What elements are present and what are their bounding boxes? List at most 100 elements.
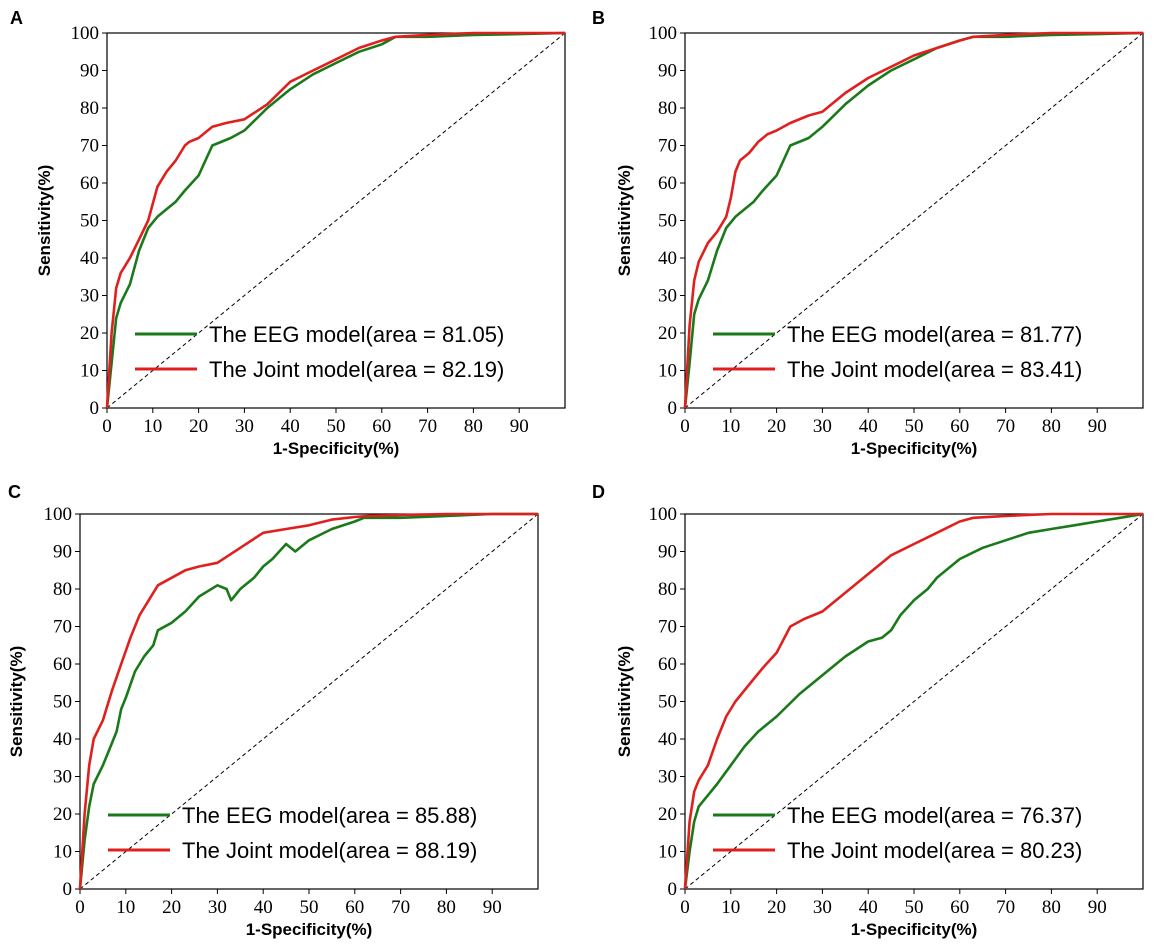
y-tick-label: 10 <box>53 842 72 863</box>
x-tick-label: 0 <box>102 416 112 437</box>
y-tick-label: 60 <box>658 654 677 675</box>
x-tick-label: 60 <box>950 897 969 918</box>
x-tick-label: 90 <box>1088 416 1107 437</box>
chart-panel-c: C 0 10 20 30 40 50 60 70 80 90 100 0 10 20 30 40 50 60 70 80… <box>7 482 539 939</box>
series-line-eeg <box>683 512 1144 890</box>
y-tick-label: 40 <box>658 729 677 750</box>
y-tick-label: 100 <box>649 23 678 44</box>
y-tick-label: 20 <box>658 323 677 344</box>
y-tick-label: 20 <box>53 804 72 825</box>
chance-diagonal-line <box>106 32 566 409</box>
y-tick-label: 70 <box>658 617 677 638</box>
legend-label-eeg: The EEG model(area = 76.37) <box>787 803 1082 828</box>
x-axis-title: 1-Specificity(%) <box>273 439 400 458</box>
x-tick-label: 80 <box>464 416 483 437</box>
chart-panel-a: A 0 10 20 30 40 50 60 70 80 90 100 0 10 20 30 40 50 60 70 80… <box>10 8 566 458</box>
x-tick-label: 80 <box>437 897 456 918</box>
y-tick-label: 100 <box>649 504 678 525</box>
y-tick-label: 90 <box>658 542 677 563</box>
y-tick-label: 100 <box>71 23 100 44</box>
chance-diagonal-line <box>684 32 1144 409</box>
x-tick-label: 0 <box>680 897 690 918</box>
x-tick-label: 40 <box>254 897 273 918</box>
chart-panel-b: B 0 10 20 30 40 50 60 70 80 90 100 0 10 20 30 40 50 60 70 80… <box>592 8 1144 458</box>
x-tick-label: 10 <box>116 897 135 918</box>
legend-label-eeg: The EEG model(area = 85.88) <box>182 803 477 828</box>
x-tick-label: 50 <box>327 416 346 437</box>
x-tick-label: 40 <box>859 416 878 437</box>
x-tick-label: 20 <box>189 416 208 437</box>
x-tick-label: 20 <box>767 416 786 437</box>
legend-label-joint: The Joint model(area = 83.41) <box>787 357 1082 382</box>
y-tick-label: 70 <box>658 136 677 157</box>
legend-label-joint: The Joint model(area = 80.23) <box>787 838 1082 863</box>
x-tick-label: 30 <box>235 416 254 437</box>
y-tick-label: 80 <box>80 98 99 119</box>
y-tick-label: 60 <box>80 173 99 194</box>
x-tick-label: 60 <box>345 897 364 918</box>
x-tick-label: 10 <box>721 897 740 918</box>
y-tick-label: 90 <box>658 61 677 82</box>
x-tick-label: 70 <box>996 416 1015 437</box>
y-tick-label: 30 <box>658 767 677 788</box>
series-line-joint <box>683 512 1143 890</box>
x-tick-label: 70 <box>996 897 1015 918</box>
x-tick-label: 30 <box>813 897 832 918</box>
x-tick-label: 30 <box>813 416 832 437</box>
x-tick-label: 20 <box>162 897 181 918</box>
legend-label-eeg: The EEG model(area = 81.77) <box>787 322 1082 347</box>
y-tick-label: 60 <box>658 173 677 194</box>
y-tick-label: 80 <box>658 579 677 600</box>
x-tick-label: 30 <box>208 897 227 918</box>
x-tick-label: 90 <box>1088 897 1107 918</box>
y-tick-label: 50 <box>80 211 99 232</box>
x-tick-label: 40 <box>859 897 878 918</box>
y-tick-label: 10 <box>80 361 99 382</box>
x-tick-label: 90 <box>510 416 529 437</box>
y-tick-label: 90 <box>53 542 72 563</box>
series-line-eeg <box>78 512 538 890</box>
x-axis-title: 1-Specificity(%) <box>246 920 373 939</box>
series-line-joint <box>683 31 1143 409</box>
x-tick-label: 50 <box>905 416 924 437</box>
x-tick-label: 80 <box>1042 416 1061 437</box>
series-line-joint <box>78 512 538 890</box>
y-tick-label: 100 <box>44 504 73 525</box>
x-tick-label: 50 <box>300 897 319 918</box>
y-axis-title: Sensitivity(%) <box>7 646 26 757</box>
x-tick-label: 70 <box>418 416 437 437</box>
x-tick-label: 60 <box>950 416 969 437</box>
legend-label-joint: The Joint model(area = 88.19) <box>182 838 477 863</box>
y-axis-title: Sensitivity(%) <box>35 165 54 276</box>
x-axis-title: 1-Specificity(%) <box>851 439 978 458</box>
x-tick-label: 90 <box>483 897 502 918</box>
x-tick-label: 10 <box>721 416 740 437</box>
panel-letter: A <box>10 8 23 28</box>
y-tick-label: 50 <box>658 692 677 713</box>
x-axis-title: 1-Specificity(%) <box>851 920 978 939</box>
y-tick-label: 60 <box>53 654 72 675</box>
y-tick-label: 50 <box>53 692 72 713</box>
x-tick-label: 0 <box>75 897 85 918</box>
y-tick-label: 30 <box>53 767 72 788</box>
y-tick-label: 30 <box>658 286 677 307</box>
y-tick-label: 40 <box>80 248 99 269</box>
y-tick-label: 70 <box>53 617 72 638</box>
legend-label-eeg: The EEG model(area = 81.05) <box>209 322 504 347</box>
panel-letter: D <box>592 482 605 502</box>
y-tick-label: 20 <box>80 323 99 344</box>
y-tick-label: 80 <box>658 98 677 119</box>
chance-diagonal-line <box>684 513 1144 890</box>
y-tick-label: 0 <box>90 398 100 419</box>
y-tick-label: 40 <box>53 729 72 750</box>
x-tick-label: 70 <box>391 897 410 918</box>
panel-letter: B <box>592 8 605 28</box>
x-tick-label: 0 <box>680 416 690 437</box>
y-tick-label: 80 <box>53 579 72 600</box>
y-tick-label: 20 <box>658 804 677 825</box>
x-tick-label: 20 <box>767 897 786 918</box>
y-tick-label: 0 <box>668 398 678 419</box>
y-tick-label: 40 <box>658 248 677 269</box>
y-tick-label: 0 <box>668 879 678 900</box>
